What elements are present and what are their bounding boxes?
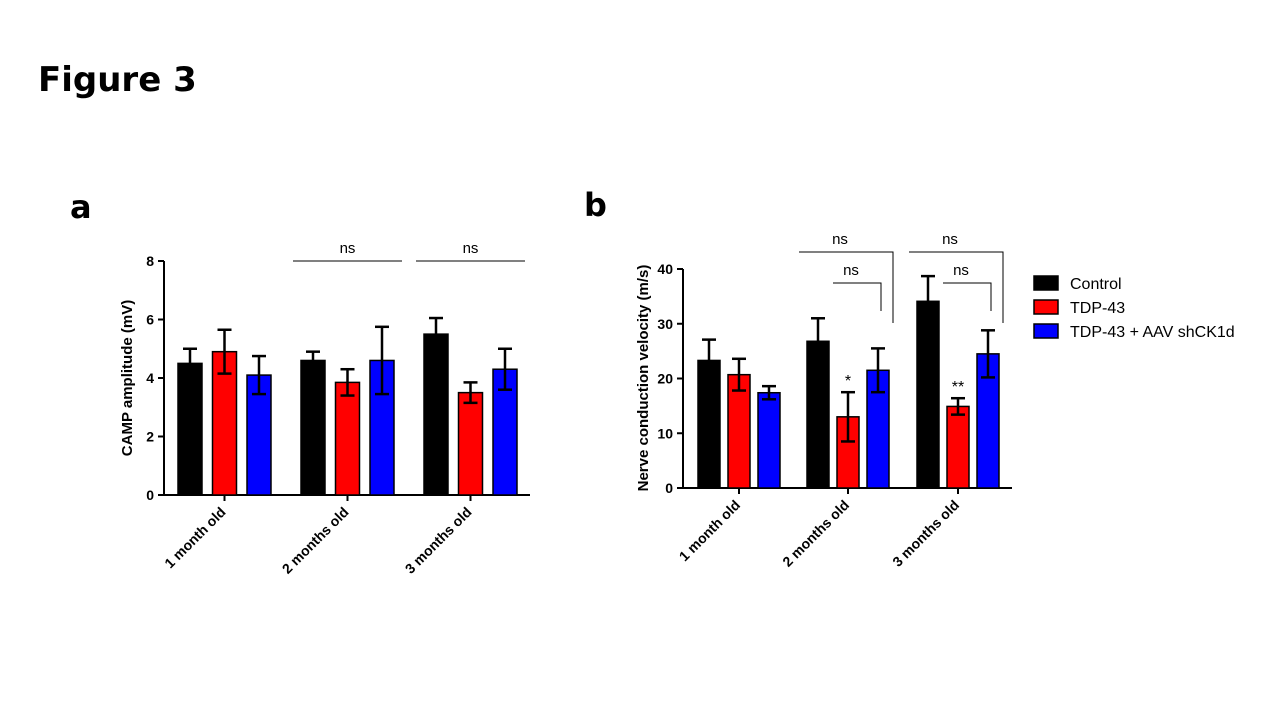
- y-tick-label: 0: [146, 487, 154, 503]
- ns-bracket: [799, 251, 894, 323]
- ns-bracket: [833, 282, 882, 311]
- x-tick-label: 1 month old: [161, 504, 228, 571]
- y-axis-label: Nerve conduction velocity (m/s): [635, 265, 652, 492]
- panel-b-label: b: [584, 186, 607, 224]
- bar-a-2-0: [423, 333, 449, 496]
- ns-label: ns: [463, 240, 479, 257]
- y-tick-label: 4: [146, 370, 154, 386]
- ns-label: ns: [340, 240, 356, 257]
- ns-label: ns: [832, 231, 848, 248]
- significance-marker: *: [845, 373, 851, 390]
- legend-swatch: [1033, 299, 1059, 315]
- x-tick-label: 2 months old: [279, 504, 352, 577]
- bar-a-0-0: [177, 362, 203, 496]
- y-tick-label: 30: [657, 316, 673, 332]
- x-tick-label: 1 month old: [676, 497, 743, 564]
- bar-b-2-0: [916, 300, 940, 489]
- legend-label: Control: [1070, 276, 1122, 293]
- figure-title: Figure 3: [38, 60, 197, 100]
- significance-marker: **: [952, 379, 964, 396]
- chart-a-camp-amplitude: 0 2 4 6 8 CAMP amplitude (mV) 1 month old 2 mon…: [119, 240, 530, 577]
- bar-b-0-2: [757, 391, 781, 489]
- ns-label: ns: [843, 262, 859, 279]
- ns-label: ns: [953, 262, 969, 279]
- bar-a-1-1: [334, 381, 361, 496]
- legend: Control TDP-43 TDP-43 + AAV shCK1d: [1033, 275, 1235, 341]
- ns-bracket: [909, 251, 1004, 323]
- y-tick-label: 10: [657, 425, 673, 441]
- ns-label: ns: [942, 231, 958, 248]
- x-tick-label: 3 months old: [402, 504, 475, 577]
- y-tick-label: 6: [146, 312, 154, 328]
- y-tick-label: 8: [146, 253, 154, 269]
- bar-a-2-1: [457, 391, 484, 496]
- ns-bracket: [943, 282, 992, 311]
- x-tick-label: 3 months old: [889, 497, 962, 570]
- bar-b-2-1: [946, 405, 970, 489]
- x-tick-label: 2 months old: [779, 497, 852, 570]
- legend-swatch: [1033, 323, 1059, 339]
- y-tick-label: 40: [657, 261, 673, 277]
- panel-a-label: a: [70, 188, 92, 226]
- bar-a-1-0: [300, 359, 326, 496]
- legend-label: TDP-43 + AAV shCK1d: [1070, 324, 1235, 341]
- legend-label: TDP-43: [1070, 300, 1125, 317]
- y-tick-label: 2: [146, 429, 154, 445]
- chart-b-nerve-conduction: 0 10 20 30 40 Nerve conduction velocity (m/s)…: [635, 231, 1012, 570]
- y-tick-label: 20: [657, 371, 673, 387]
- y-tick-label: 0: [665, 480, 673, 496]
- y-axis-label: CAMP amplitude (mV): [119, 300, 136, 456]
- legend-swatch: [1033, 275, 1059, 291]
